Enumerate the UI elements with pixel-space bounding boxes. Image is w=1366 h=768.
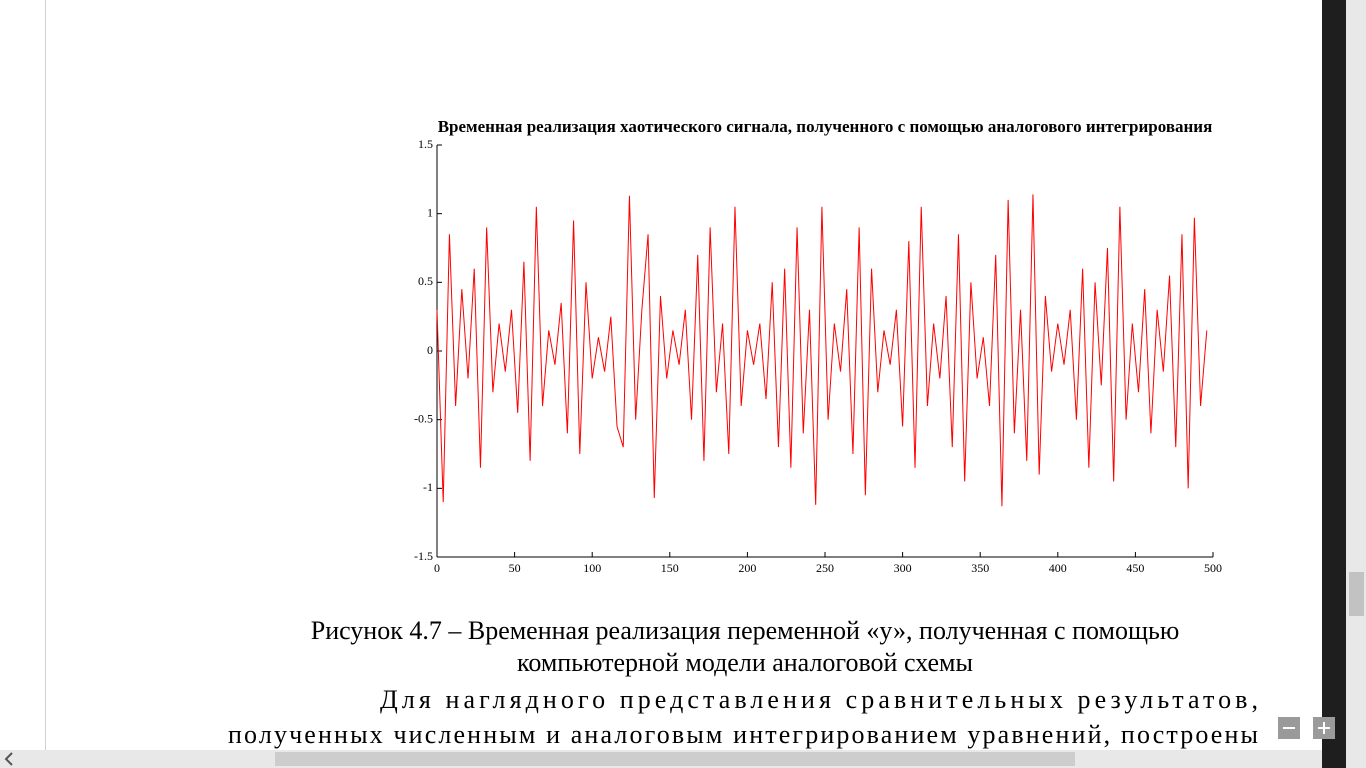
x-tick-label: 100	[583, 561, 601, 575]
y-tick-label: -0.5	[414, 411, 433, 425]
x-tick-label: 450	[1126, 561, 1144, 575]
caption-line: Рисунок 4.7 – Временная реализация перем…	[311, 616, 1180, 645]
y-tick-label: -1.5	[414, 549, 433, 563]
paragraph-line: Для наглядного представления сравнительн…	[380, 685, 1258, 714]
y-tick-label: 0.5	[418, 274, 433, 288]
zoom-in-icon	[1318, 722, 1330, 734]
scroll-thumb[interactable]	[1349, 572, 1364, 616]
scroll-left[interactable]	[4, 752, 13, 766]
scroll-thumb[interactable]	[275, 752, 1075, 766]
x-tick-label: 400	[1049, 561, 1067, 575]
x-tick-label: 300	[894, 561, 912, 575]
y-tick-label: 1	[427, 205, 433, 219]
paragraph-line: полученных численным и аналоговым интегр…	[228, 720, 1258, 749]
x-tick-label: 150	[661, 561, 679, 575]
x-tick-label: 250	[816, 561, 834, 575]
x-tick-label: 50	[509, 561, 521, 575]
x-tick-label: 500	[1204, 561, 1222, 575]
x-tick-label: 350	[971, 561, 989, 575]
y-tick-label: 0	[427, 343, 433, 357]
signal-line	[436, 194, 1208, 507]
y-tick-label: -1	[423, 480, 433, 494]
caption-line: компьютерной модели аналоговой схемы	[517, 648, 973, 677]
y-tick-label: 1.5	[418, 137, 433, 151]
chart-title: Временная реализация хаотического сигнал…	[438, 117, 1213, 136]
vertical-scrollbar[interactable]	[1346, 0, 1366, 768]
x-tick-label: 200	[738, 561, 756, 575]
x-tick-label: 0	[434, 561, 440, 575]
chart: -1.5 -1 -0.5 0 0.5 1 1.5 0 50 100 150 200 250 300 350 4…	[414, 137, 1222, 575]
